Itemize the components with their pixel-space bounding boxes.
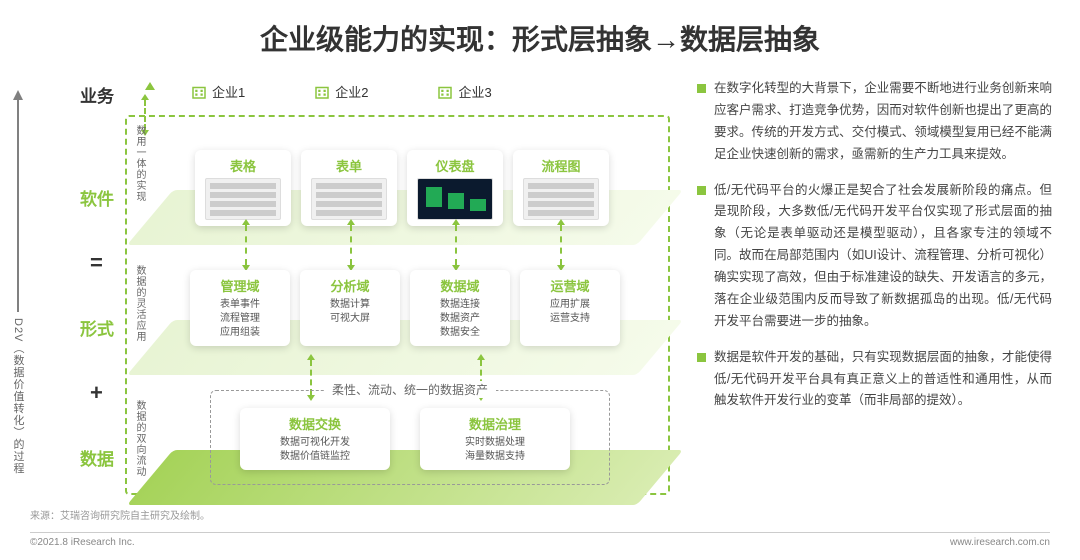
software-card: 流程图 <box>513 150 609 226</box>
software-card: 仪表盘 <box>407 150 503 226</box>
op-plus: + <box>90 380 103 406</box>
arrow-sf-3 <box>455 225 457 265</box>
bullet: 在数字化转型的大背景下，企业需要不断地进行业务创新来响应客户需求、打造竞争优势，… <box>697 78 1052 166</box>
form-card: 管理域表单事件 流程管理 应用组装 <box>190 270 290 346</box>
bullet: 数据是软件开发的基础，只有实现数据层面的抽象，才能使得低/无代码开发平台具有真正… <box>697 347 1052 413</box>
form-card: 分析域数据计算 可视大屏 <box>300 270 400 346</box>
side-flex: 数据的灵活应用 <box>132 265 147 342</box>
page-title: 企业级能力的实现：形式层抽象→数据层抽象 <box>0 18 1080 58</box>
form-card: 数据域数据连接 数据资产 数据安全 <box>410 270 510 346</box>
arrow-sf-2 <box>350 225 352 265</box>
footer: ©2021.8 iResearch Inc. www.iresearch.com… <box>30 532 1050 548</box>
side-impl: 数用一体的实现 <box>132 125 147 202</box>
data-dashed-title: 柔性、流动、统一的数据资产 <box>324 381 496 398</box>
data-cards: 数据交换数据可视化开发 数据价值链监控数据治理实时数据处理 海量数据支持 <box>240 408 570 470</box>
enterprise-1-label: 企业1 <box>212 82 245 101</box>
enterprise-2-label: 企业2 <box>335 82 368 101</box>
data-card: 数据交换数据可视化开发 数据价值链监控 <box>240 408 390 470</box>
card-title: 表单 <box>311 156 387 175</box>
axis-text: D2V（数据价值转化）的过程 <box>10 318 26 474</box>
building-icon <box>190 83 208 101</box>
card-title: 表格 <box>205 156 281 175</box>
thumbnail <box>523 178 599 220</box>
source: 来源：艾瑞咨询研究院自主研究及绘制。 <box>30 507 210 522</box>
card-title: 管理域 <box>200 276 280 295</box>
bullet-text: 低/无代码平台的火爆正是契合了社会发展新阶段的痛点。但是现阶段，大多数低/无代码… <box>714 180 1052 333</box>
card-body: 表单事件 流程管理 应用组装 <box>200 298 280 340</box>
data-card: 数据治理实时数据处理 海量数据支持 <box>420 408 570 470</box>
software-cards: 表格 表单 仪表盘 流程图 <box>195 150 609 226</box>
bullet-icon <box>697 353 706 362</box>
software-card: 表单 <box>301 150 397 226</box>
card-body: 应用扩展 运营支持 <box>530 298 610 326</box>
card-title: 分析域 <box>310 276 390 295</box>
bullet: 低/无代码平台的火爆正是契合了社会发展新阶段的痛点。但是现阶段，大多数低/无代码… <box>697 180 1052 333</box>
enterprise-3-label: 企业3 <box>458 82 491 101</box>
biz-row: 企业1 企业2 企业3 <box>150 82 670 101</box>
form-card: 运营域应用扩展 运营支持 <box>520 270 620 346</box>
footer-right: www.iresearch.com.cn <box>950 537 1050 548</box>
card-title: 流程图 <box>523 156 599 175</box>
axis-arrow <box>13 90 23 100</box>
thumbnail <box>417 178 493 220</box>
arrow-sf-4 <box>560 225 562 265</box>
card-title: 运营域 <box>530 276 610 295</box>
arrow-sf-1 <box>245 225 247 265</box>
card-body: 数据连接 数据资产 数据安全 <box>420 298 500 340</box>
software-card: 表格 <box>195 150 291 226</box>
label-form: 形式 <box>80 315 114 340</box>
diagram: 业务 软件 形式 数据 = + 企业1 企业2 企业3 数用一体的实现 数据的灵… <box>40 70 680 500</box>
footer-left: ©2021.8 iResearch Inc. <box>30 537 135 548</box>
card-title: 数据交换 <box>250 414 380 433</box>
card-title: 数据域 <box>420 276 500 295</box>
building-icon <box>436 83 454 101</box>
axis-line <box>17 100 19 312</box>
bullet-text: 数据是软件开发的基础，只有实现数据层面的抽象，才能使得低/无代码开发平台具有真正… <box>714 347 1052 413</box>
form-cards: 管理域表单事件 流程管理 应用组装分析域数据计算 可视大屏数据域数据连接 数据资… <box>190 270 620 346</box>
bullet-text: 在数字化转型的大背景下，企业需要不断地进行业务创新来响应客户需求、打造竞争优势，… <box>714 78 1052 166</box>
enterprise-3: 企业3 <box>436 82 491 101</box>
card-body: 数据计算 可视大屏 <box>310 298 390 326</box>
axis: D2V（数据价值转化）的过程 <box>8 90 28 480</box>
enterprise-1: 企业1 <box>190 82 245 101</box>
label-biz: 业务 <box>80 82 114 107</box>
text-column: 在数字化转型的大背景下，企业需要不断地进行业务创新来响应客户需求、打造竞争优势，… <box>697 78 1052 426</box>
thumbnail <box>205 178 281 220</box>
bullet-icon <box>697 186 706 195</box>
building-icon <box>313 83 331 101</box>
label-data: 数据 <box>80 445 114 470</box>
card-body: 实时数据处理 海量数据支持 <box>430 436 560 464</box>
card-title: 仪表盘 <box>417 156 493 175</box>
label-software: 软件 <box>80 185 114 210</box>
thumbnail <box>311 178 387 220</box>
card-body: 数据可视化开发 数据价值链监控 <box>250 436 380 464</box>
op-eq: = <box>90 250 103 276</box>
enterprise-2: 企业2 <box>313 82 368 101</box>
side-flow: 数据的双向流动 <box>132 400 147 477</box>
bullet-icon <box>697 84 706 93</box>
card-title: 数据治理 <box>430 414 560 433</box>
